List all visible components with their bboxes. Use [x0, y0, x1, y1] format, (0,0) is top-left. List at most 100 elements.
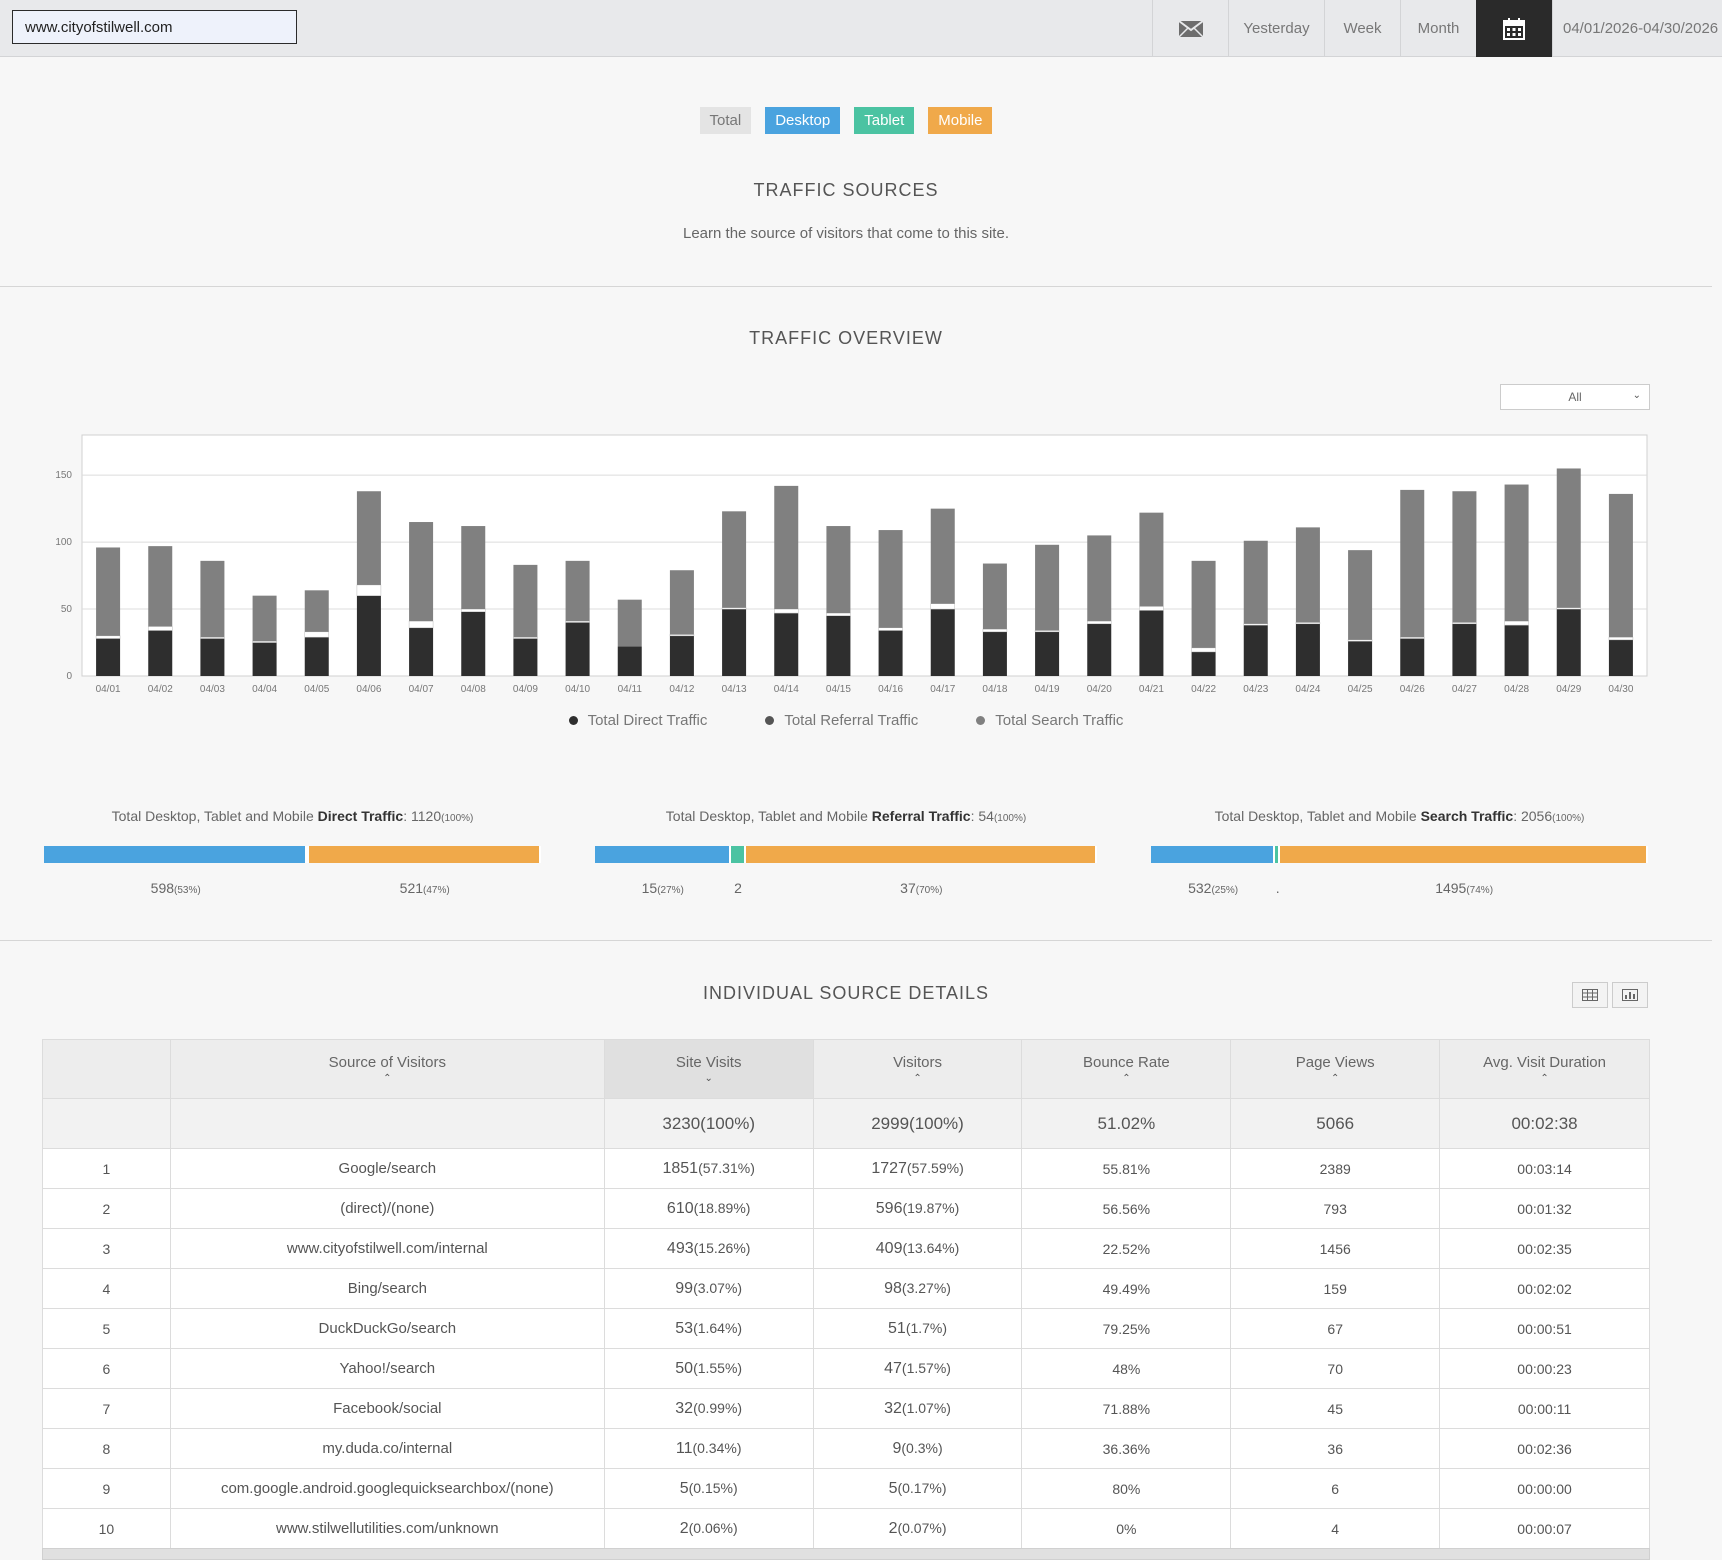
chart-legend: Total Direct Traffic Total Referral Traf…: [0, 712, 1692, 729]
col-avg-duration[interactable]: Avg. Visit Duration ⌃: [1439, 1039, 1650, 1099]
table-view-button[interactable]: [1572, 982, 1608, 1008]
cell-site-visits-value: 32: [675, 1399, 694, 1417]
cell-site-visits-pct: (15.26%): [693, 1239, 751, 1256]
cell-visitors-value: 2: [888, 1519, 898, 1537]
x-tick-label: 04/08: [461, 684, 486, 695]
bar-search: [617, 599, 642, 647]
col-page-views[interactable]: Page Views ⌃: [1230, 1039, 1441, 1099]
date-range[interactable]: 04/01/2026-04/30/2026: [1552, 0, 1722, 57]
table-row[interactable]: 10 www.stilwellutilities.com/unknown 2(0.0…: [42, 1508, 1650, 1549]
mail-button[interactable]: [1152, 0, 1228, 57]
cell-site-visits-pct: (1.55%): [693, 1359, 743, 1376]
cell-visitors-pct: (0.17%): [897, 1479, 947, 1496]
bar-referral: [1139, 606, 1164, 611]
segment-desktop[interactable]: [1151, 846, 1276, 863]
filter-mobile[interactable]: Mobile: [928, 107, 993, 134]
cell-site-visits-value: 5: [679, 1479, 689, 1497]
bar-referral: [304, 631, 329, 638]
filter-tablet[interactable]: Tablet: [854, 107, 915, 134]
yesterday-button[interactable]: Yesterday: [1228, 0, 1324, 57]
x-tick-label: 04/14: [774, 684, 799, 695]
distribution-bar: [595, 846, 1097, 863]
table-row[interactable]: 1 Google/search 1851(57.31%) 1727(57.59%) 55…: [42, 1148, 1650, 1189]
table-row[interactable]: 7 Facebook/social 32(0.99%) 32(1.07%) 71.88%…: [42, 1388, 1650, 1429]
cell-site-visits-value: 99: [675, 1279, 694, 1297]
legend-referral[interactable]: Total Referral Traffic: [765, 712, 918, 729]
bar-direct: [669, 635, 694, 676]
table-row[interactable]: 9 com.google.android.googlequicksearchbox…: [42, 1468, 1650, 1509]
divider: [0, 286, 1712, 287]
legend-direct[interactable]: Total Direct Traffic: [568, 712, 707, 729]
cell-visitors-pct: (0.07%): [897, 1519, 947, 1536]
site-selector[interactable]: www.cityofstilwell.com: [12, 10, 297, 44]
cell-duration: 00:00:11: [1439, 1388, 1650, 1429]
traffic-filter-select[interactable]: All ⌄: [1500, 384, 1650, 410]
table-row[interactable]: 2 (direct)/(none) 610(18.89%) 596(19.87%) 56…: [42, 1188, 1650, 1229]
cell-visitors-pct: (1.7%): [905, 1319, 948, 1336]
bar-search: [774, 485, 799, 610]
bar-direct: [565, 622, 590, 676]
filter-desktop[interactable]: Desktop: [765, 107, 841, 134]
distribution-bar: [44, 846, 541, 863]
cell-bounce-rate: 56.56%: [1021, 1188, 1232, 1229]
totals-bounce: 51.02%: [1021, 1098, 1232, 1149]
cell-site-visits: 1851(57.31%): [603, 1148, 814, 1189]
bar-search: [96, 547, 121, 636]
segment-tablet[interactable]: [306, 846, 309, 863]
chart-view-button[interactable]: [1612, 982, 1648, 1008]
segment-tablet[interactable]: [1275, 846, 1281, 863]
cell-source: com.google.android.googlequicksearchbox/…: [169, 1468, 605, 1509]
bar-direct: [461, 611, 486, 676]
cell-visitors: 596(19.87%): [812, 1188, 1023, 1229]
bar-search: [1087, 535, 1112, 622]
segment-mobile[interactable]: [308, 846, 541, 863]
filter-total[interactable]: Total: [699, 107, 752, 134]
table-footer: [42, 1548, 1650, 1560]
x-tick-label: 04/21: [1139, 684, 1164, 695]
chart-view-icon: [1622, 989, 1638, 1001]
segment-desktop[interactable]: [44, 846, 307, 863]
cell-site-visits: 32(0.99%): [603, 1388, 814, 1429]
table-row[interactable]: 5 DuckDuckGo/search 53(1.64%) 51(1.7%) 79.25…: [42, 1308, 1650, 1349]
cell-visitors-pct: (0.3%): [901, 1439, 943, 1456]
col-bounce-rate[interactable]: Bounce Rate ⌃: [1021, 1039, 1232, 1099]
cell-source: my.duda.co/internal: [169, 1428, 605, 1469]
sort-up-icon: ⌃: [1122, 1073, 1131, 1084]
cell-source: Yahoo!/search: [169, 1348, 605, 1389]
table-row[interactable]: 6 Yahoo!/search 50(1.55%) 47(1.57%) 48% 70 00:…: [42, 1348, 1650, 1389]
calendar-button[interactable]: [1476, 0, 1552, 57]
col-site-visits[interactable]: Site Visits ⌄: [603, 1039, 814, 1099]
segment-label-tablet: 2: [734, 880, 742, 896]
legend-dot-direct: [568, 716, 578, 725]
bar-search: [1504, 484, 1529, 622]
cell-bounce-rate: 49.49%: [1021, 1268, 1232, 1309]
segment-tablet[interactable]: [730, 846, 746, 863]
month-button[interactable]: Month: [1400, 0, 1476, 57]
cell-visitors-pct: (19.87%): [902, 1199, 960, 1216]
cell-visitors-value: 1727: [871, 1159, 907, 1177]
sort-down-icon: ⌄: [704, 1073, 713, 1084]
cell-site-visits-value: 2: [679, 1519, 689, 1537]
segment-mobile[interactable]: [745, 846, 1097, 863]
distribution-pct: (100%): [441, 813, 474, 824]
bar-referral: [408, 620, 434, 629]
table-row[interactable]: 8 my.duda.co/internal 11(0.34%) 9(0.3%) 36.3…: [42, 1428, 1650, 1469]
legend-search[interactable]: Total Search Traffic: [976, 712, 1123, 729]
col-visitors[interactable]: Visitors ⌃: [812, 1039, 1023, 1099]
distribution-total: : 1120: [403, 808, 442, 824]
bar-search: [1608, 493, 1633, 638]
segment-value: 521: [399, 880, 424, 896]
cell-visitors-pct: (57.59%): [906, 1159, 964, 1176]
segment-mobile[interactable]: [1280, 846, 1648, 863]
sort-up-icon: ⌃: [1540, 1073, 1549, 1084]
segment-pct: (25%): [1211, 885, 1239, 896]
segment-desktop[interactable]: [595, 846, 731, 863]
segment-value: 2: [734, 880, 742, 896]
table-row[interactable]: 3 www.cityofstilwell.com/internal 493(15.2…: [42, 1228, 1650, 1269]
table-row[interactable]: 4 Bing/search 99(3.07%) 98(3.27%) 49.49% 159 0…: [42, 1268, 1650, 1309]
bar-referral: [148, 626, 173, 631]
week-button[interactable]: Week: [1324, 0, 1400, 57]
col-source[interactable]: Source of Visitors ⌃: [169, 1039, 605, 1099]
bar-referral: [1347, 639, 1373, 642]
bar-referral: [200, 636, 225, 639]
